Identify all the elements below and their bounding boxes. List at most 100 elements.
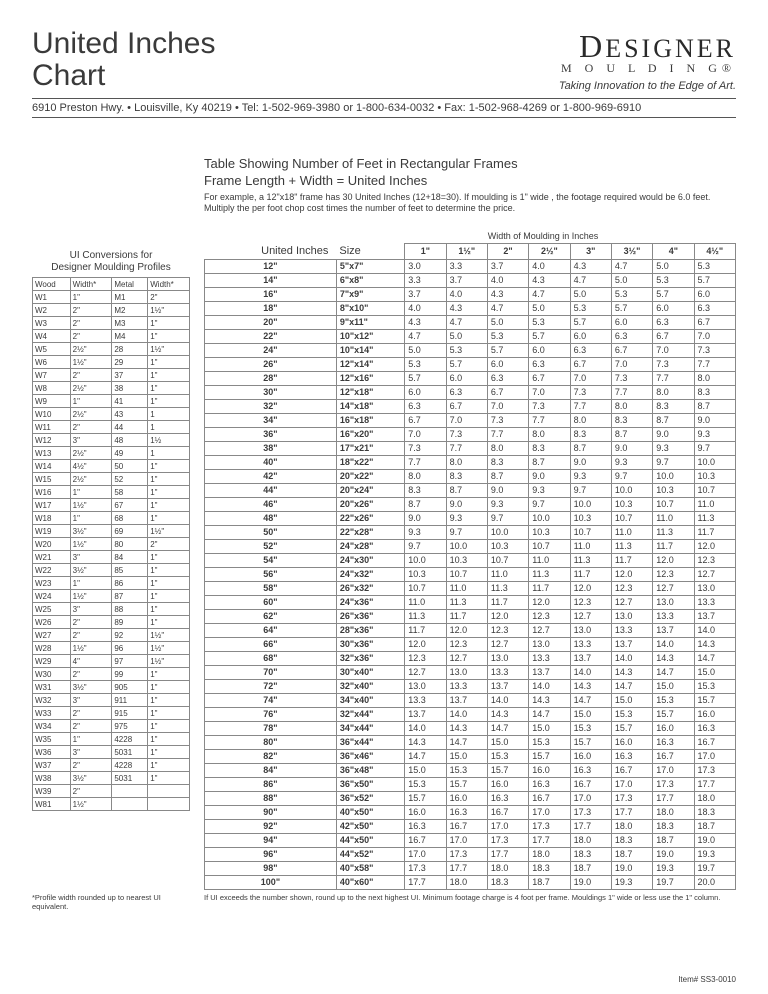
conv-cell: 1 [148, 421, 190, 434]
conv-row: W193½"691½" [33, 525, 190, 538]
table-row: 86"36"x50"15.315.716.016.316.717.017.317… [205, 777, 736, 791]
conv-cell: 58 [112, 486, 148, 499]
table-cell: 14.3 [694, 637, 735, 651]
conv-row: W313½"9051" [33, 681, 190, 694]
table-cell: 7.0 [570, 371, 611, 385]
table-cell: 16.0 [570, 749, 611, 763]
table-cell: 46" [205, 497, 337, 511]
table-cell: 13.7 [405, 707, 446, 721]
table-row: 92"42"x50"16.316.717.017.317.718.018.318… [205, 819, 736, 833]
table-cell: 7.0 [405, 427, 446, 441]
table-cell: 15.0 [405, 763, 446, 777]
table-cell: 11.7 [487, 595, 528, 609]
table-cell: 3.7 [487, 259, 528, 273]
table-cell: 17.3 [487, 833, 528, 847]
table-cell: 11.3 [694, 511, 735, 525]
table-cell: 14.7 [446, 735, 487, 749]
table-cell: 5.7 [529, 329, 570, 343]
table-cell: 13.0 [487, 651, 528, 665]
table-row: 98"40"x58"17.317.718.018.318.719.019.319… [205, 861, 736, 875]
conv-cell: 2" [70, 421, 112, 434]
table-cell: 15.3 [653, 693, 694, 707]
logo: DESIGNER M O U L D I N G® Taking Innovat… [559, 28, 736, 92]
footnotes: *Profile width rounded up to nearest UI … [32, 893, 736, 911]
conv-cell: 2" [148, 538, 190, 551]
table-cell: 5.0 [653, 259, 694, 273]
conv-cell: 2" [70, 304, 112, 317]
table-cell: 4.7 [446, 315, 487, 329]
conv-cell: W27 [33, 629, 71, 642]
table-row: 16"7"x9"3.74.04.34.75.05.35.76.0 [205, 287, 736, 301]
table-cell: 7.0 [446, 413, 487, 427]
conv-cell: 1" [148, 694, 190, 707]
table-cell: 10.3 [405, 567, 446, 581]
conv-cell: 2" [70, 785, 112, 798]
conv-row: W91"411" [33, 395, 190, 408]
conv-cell: W23 [33, 577, 71, 590]
conv-cell: 2" [70, 707, 112, 720]
table-cell: 13.7 [694, 609, 735, 623]
table-cell: 3.3 [446, 259, 487, 273]
table-cell: 14.7 [694, 651, 735, 665]
table-cell: 18.3 [611, 833, 652, 847]
table-cell: 16.0 [694, 707, 735, 721]
table-cell: 16.0 [529, 763, 570, 777]
conv-cell [112, 785, 148, 798]
conv-header: Wood [33, 278, 71, 291]
conv-row: W383½"50311" [33, 772, 190, 785]
table-cell: 14.0 [653, 637, 694, 651]
table-cell: 14" [205, 273, 337, 287]
conv-cell: W2 [33, 304, 71, 317]
table-row: 12"5"x7"3.03.33.74.04.34.75.05.3 [205, 259, 736, 273]
table-cell: 9.7 [446, 525, 487, 539]
table-cell: 72" [205, 679, 337, 693]
table-cell: 12"x14" [336, 357, 404, 371]
table-cell: 54" [205, 553, 337, 567]
table-cell: 10.7 [405, 581, 446, 595]
table-cell: 20"x26" [336, 497, 404, 511]
conv-cell: 2" [70, 759, 112, 772]
conv-cell: 44 [112, 421, 148, 434]
conv-cell: 2½" [70, 473, 112, 486]
conv-cell: W81 [33, 798, 71, 811]
table-cell: 58" [205, 581, 337, 595]
table-cell: 13.7 [653, 623, 694, 637]
logo-main: DESIGNER [559, 28, 736, 65]
table-cell: 6.0 [405, 385, 446, 399]
table-cell: 10.7 [694, 483, 735, 497]
table-cell: 11.7 [611, 553, 652, 567]
table-cell: 6.0 [653, 301, 694, 315]
table-cell: 10.0 [570, 497, 611, 511]
table-cell: 10.3 [611, 497, 652, 511]
table-cell: 68" [205, 651, 337, 665]
conv-cell: 43 [112, 408, 148, 421]
table-cell: 52" [205, 539, 337, 553]
table-cell: 14.0 [694, 623, 735, 637]
table-cell: 15.3 [570, 721, 611, 735]
table-cell: 8.0 [570, 413, 611, 427]
table-cell: 5.3 [611, 287, 652, 301]
conv-cell: 3½" [70, 681, 112, 694]
table-cell: 5.3 [653, 273, 694, 287]
table-cell: 9.7 [694, 441, 735, 455]
table-cell: 9.3 [570, 469, 611, 483]
table-cell: 14.7 [529, 707, 570, 721]
conv-cell: 2½" [70, 343, 112, 356]
table-cell: 6.0 [529, 343, 570, 357]
table-cell: 16"x18" [336, 413, 404, 427]
table-cell: 12.0 [487, 609, 528, 623]
address-bar: 6910 Preston Hwy. • Louisville, Ky 40219… [32, 98, 736, 118]
conv-cell: W36 [33, 746, 71, 759]
table-cell: 36"x44" [336, 735, 404, 749]
conv-cell: 1 [148, 408, 190, 421]
table-cell: 17.0 [653, 763, 694, 777]
table-cell: 15.3 [405, 777, 446, 791]
table-cell: 24"x30" [336, 553, 404, 567]
conv-cell: W28 [33, 642, 71, 655]
conv-row: W253"881" [33, 603, 190, 616]
main-table: United InchesSize1"1½"2"2½"3"3½"4"4½" 12… [204, 243, 736, 890]
table-cell: 90" [205, 805, 337, 819]
conv-cell: 1" [148, 317, 190, 330]
table-cell: 16.3 [405, 819, 446, 833]
table-cell: 44"x52" [336, 847, 404, 861]
